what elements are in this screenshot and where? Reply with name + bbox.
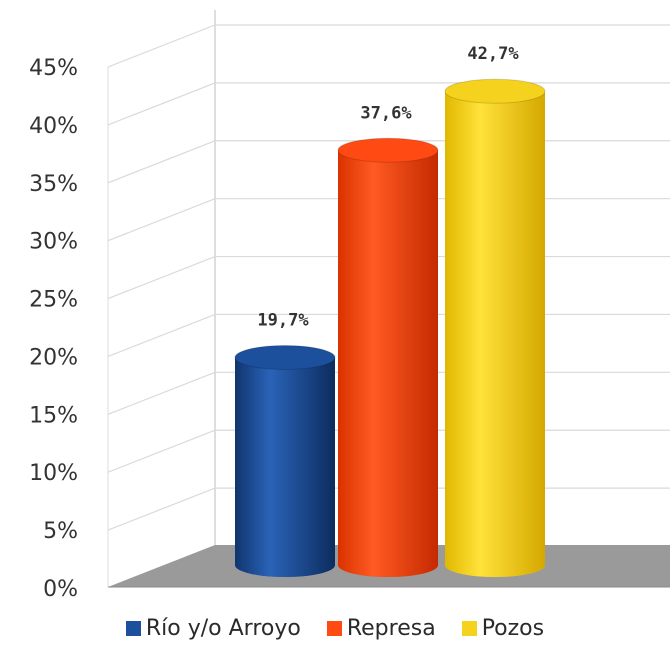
- bar-3: [444, 78, 546, 577]
- data-label-2: 37,6%: [360, 103, 412, 123]
- y-tick-label: 15%: [29, 403, 78, 428]
- gridline-side: [107, 24, 216, 68]
- data-labels: 19,7% 37,6% 42,7%: [257, 44, 519, 330]
- legend: Río y/o Arroyo Represa Pozos: [0, 606, 670, 650]
- y-axis: 0% 5% 10% 15% 20% 25% 30% 35% 40% 45%: [29, 56, 78, 600]
- legend-label-represa: Represa: [346, 615, 436, 641]
- gridline-side: [107, 429, 216, 473]
- legend-swatch-rio: [125, 620, 141, 636]
- y-tick-label: 35%: [29, 172, 78, 197]
- gridline-side: [107, 140, 216, 184]
- gridline-side: [107, 82, 216, 126]
- y-tick-label: 25%: [29, 288, 78, 313]
- data-label-1: 19,7%: [257, 311, 309, 331]
- y-tick-label: 5%: [43, 519, 78, 544]
- bar-2: [337, 137, 439, 577]
- y-tick-label: 30%: [29, 230, 78, 255]
- y-tick-label: 10%: [29, 461, 78, 486]
- gridline-side: [107, 487, 216, 531]
- gridline-side: [107, 371, 216, 415]
- bar-1: [234, 345, 336, 577]
- gridline-side: [107, 198, 216, 242]
- legend-swatch-pozos: [461, 620, 477, 636]
- y-tick-label: 20%: [29, 345, 78, 370]
- legend-swatch-represa: [326, 620, 342, 636]
- gridline-side: [107, 313, 216, 358]
- legend-label-pozos: Pozos: [481, 615, 545, 641]
- legend-item-rio: Río y/o Arroyo: [125, 615, 301, 641]
- y-tick-label: 40%: [29, 114, 78, 139]
- bars: [234, 78, 546, 577]
- data-label-3: 42,7%: [467, 44, 519, 64]
- legend-item-represa: Represa: [326, 615, 436, 641]
- bar-chart: 0% 5% 10% 15% 20% 25% 30% 35% 40% 45% 19,7% 37,6% 4…: [29, 10, 670, 600]
- legend-item-pozos: Pozos: [461, 615, 545, 641]
- gridline-side: [107, 255, 216, 300]
- y-tick-label: 45%: [29, 56, 78, 81]
- y-tick-label: 0%: [43, 577, 78, 600]
- legend-label-rio: Río y/o Arroyo: [145, 615, 301, 641]
